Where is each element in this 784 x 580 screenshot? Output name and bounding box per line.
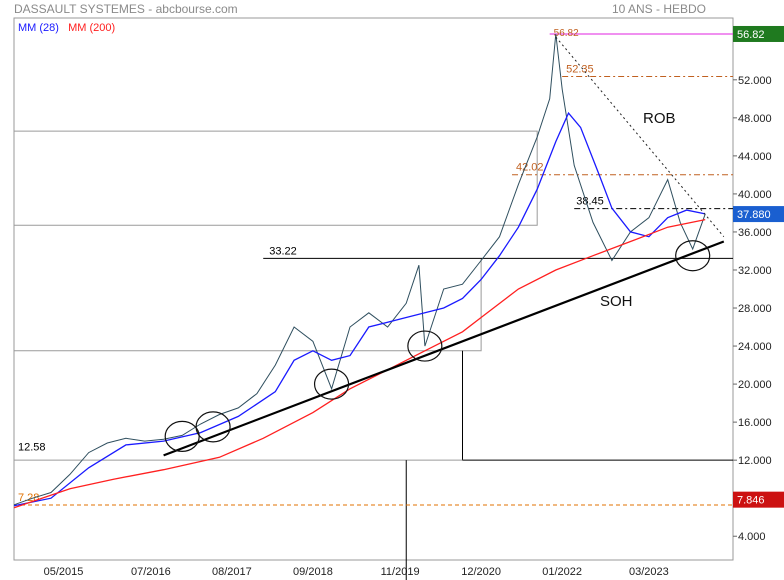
x-tick-label: 11/2019 [381, 566, 420, 578]
support-touch-circle [675, 240, 711, 272]
y-tick-label: 40.000 [738, 189, 772, 201]
y-tick-label: 24.000 [738, 341, 772, 353]
x-tick-label: 08/2017 [212, 566, 252, 578]
support-touch-circle [407, 330, 443, 362]
y-tick-label: 48.000 [738, 113, 772, 125]
trendline-soh-label: SOH [600, 293, 633, 310]
x-tick-label: 05/2015 [44, 566, 84, 578]
price-tag-box [733, 25, 784, 42]
y-tick-label: 20.000 [738, 379, 772, 391]
y-tick-label: 4.000 [738, 531, 766, 543]
trendline-rob-label: ROB [643, 110, 676, 127]
level-42.02-label: 42.02 [516, 162, 544, 174]
chart-title: DASSAULT SYSTEMES - abcbourse.com [14, 2, 238, 16]
zone-box-upper [14, 130, 538, 226]
y-tick-label: 44.000 [738, 151, 772, 163]
x-tick-label: 03/2023 [629, 566, 669, 578]
y-tick-label: 32.000 [738, 265, 772, 277]
y-tick-label: 28.000 [738, 303, 772, 315]
price-tag-label: 7.846 [737, 495, 765, 507]
level-12.58-label: 12.58 [18, 442, 46, 454]
y-tick-label: 12.000 [738, 455, 772, 467]
series-mm-28--line [13, 111, 706, 507]
x-tick-label: 12/2020 [461, 566, 501, 578]
series-price-line [13, 33, 706, 506]
y-tick-label: 52.000 [738, 75, 772, 87]
price-tag-label: 37.880 [737, 209, 771, 221]
legend-mm28: MM (28) [18, 22, 59, 34]
legend: MM (28) MM (200) [18, 22, 115, 34]
period-label: 10 ANS - HEBDO [611, 2, 706, 16]
price-tag-box [733, 206, 784, 223]
series-rob-line [555, 36, 725, 238]
level-56.82-label: 56.82 [554, 28, 579, 39]
y-tick-label: 36.000 [738, 227, 772, 239]
support-touch-circle [195, 411, 231, 443]
y-tick-label: 16.000 [738, 417, 772, 429]
level-38.45-label: 38.45 [576, 196, 604, 208]
price-tag-box [733, 491, 784, 508]
series-mm-200--line [13, 218, 706, 509]
series-soh-line [163, 240, 725, 457]
x-tick-label: 01/2022 [542, 566, 582, 578]
x-tick-label: 07/2016 [131, 566, 171, 578]
plot-frame [13, 17, 734, 561]
zone-line-low [462, 350, 733, 461]
level-52.35-label: 52.35 [566, 63, 594, 75]
legend-mm200: MM (200) [68, 22, 116, 34]
x-tick-label: 09/2018 [293, 566, 333, 578]
support-touch-circle [313, 368, 350, 400]
level-33.22-label: 33.22 [269, 245, 297, 257]
zone-box-mid [14, 258, 482, 352]
price-tag-label: 56.82 [737, 29, 765, 41]
